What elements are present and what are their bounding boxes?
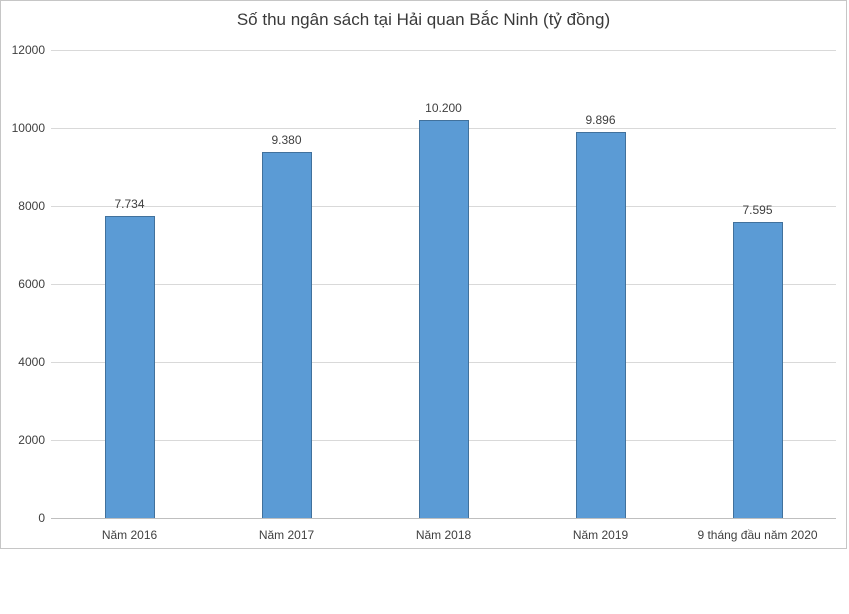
bar-Năm 2017	[262, 152, 312, 518]
y-axis-tick-label: 8000	[18, 199, 45, 213]
x-axis-category-label: Năm 2017	[258, 528, 315, 542]
y-gridline	[51, 50, 836, 51]
bar-Năm 2018	[419, 120, 469, 518]
y-axis-tick-label: 0	[38, 511, 45, 525]
bar-value-label: 9.896	[585, 113, 616, 127]
bar-Năm 2016	[105, 216, 155, 518]
x-axis-category-label: Năm 2018	[415, 528, 472, 542]
bar-9 tháng đầu năm 2020	[733, 222, 783, 518]
y-axis-tick-label: 10000	[11, 121, 45, 135]
y-axis-tick-label: 12000	[11, 43, 45, 57]
y-axis-tick-label: 4000	[18, 355, 45, 369]
chart-panel: Số thu ngân sách tại Hải quan Bắc Ninh (…	[0, 0, 847, 549]
plot-area: 7.734 9.380 10.200 9.896 7.595	[51, 50, 836, 519]
bar-value-label: 10.200	[425, 101, 462, 115]
y-axis-tick-label: 2000	[18, 433, 45, 447]
x-axis-category-label: Năm 2016	[101, 528, 158, 542]
bar-value-label: 9.380	[271, 133, 302, 147]
x-axis-category-label: 9 tháng đầu năm 2020	[697, 528, 818, 542]
x-axis-category-label: Năm 2019	[572, 528, 629, 542]
bar-Năm 2019	[576, 132, 626, 518]
bar-value-label: 7.734	[114, 197, 145, 211]
y-axis-tick-label: 6000	[18, 277, 45, 291]
bar-value-label: 7.595	[742, 203, 773, 217]
x-axis-line	[51, 518, 836, 519]
chart-title: Số thu ngân sách tại Hải quan Bắc Ninh (…	[236, 10, 611, 29]
